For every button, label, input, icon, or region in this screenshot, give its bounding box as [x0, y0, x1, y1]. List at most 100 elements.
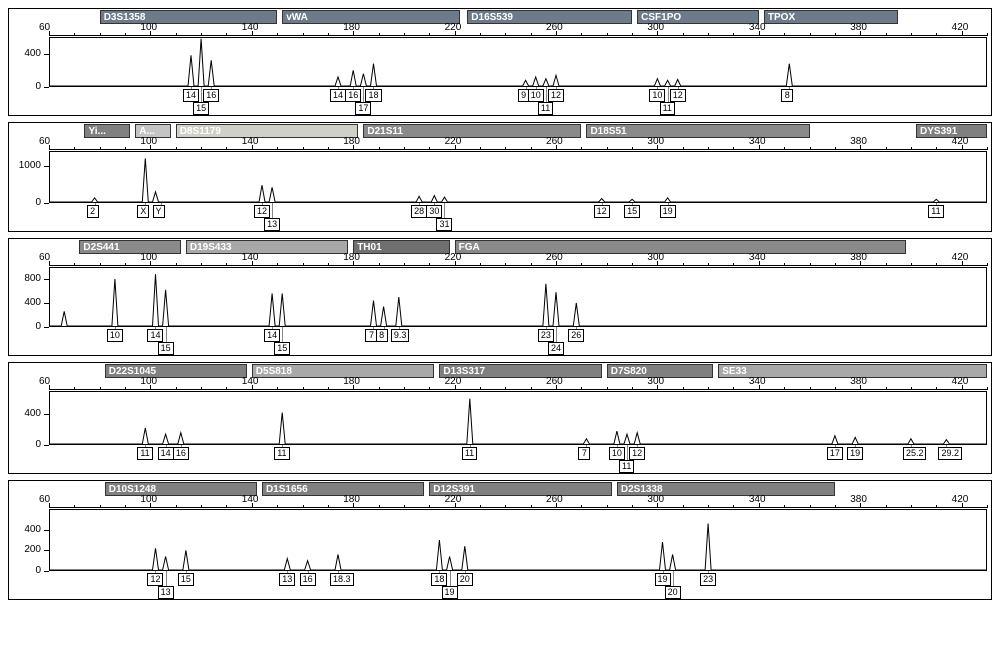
- allele-call: 16: [203, 89, 219, 102]
- allele-call: 11: [538, 102, 553, 115]
- allele-call: 15: [274, 342, 290, 355]
- allele-call: 12: [254, 205, 270, 218]
- x-tick-label: 380: [850, 252, 867, 263]
- x-tick: [784, 263, 785, 266]
- x-tick-label: 260: [546, 22, 563, 33]
- allele-call: 15: [158, 342, 174, 355]
- x-tick: [581, 387, 582, 390]
- x-tick: [505, 33, 506, 36]
- x-tick: [429, 263, 430, 266]
- locus-label: D8S1179: [176, 124, 359, 138]
- allele-call: 7: [578, 447, 590, 460]
- x-tick: [784, 33, 785, 36]
- x-tick-label: 100: [140, 494, 157, 505]
- x-tick: [581, 147, 582, 150]
- peak-trace: [49, 39, 987, 86]
- allele-call: 10: [528, 89, 544, 102]
- y-tick: [44, 571, 49, 572]
- x-tick-label: 220: [445, 376, 462, 387]
- y-tick: [44, 87, 49, 88]
- x-tick-label: 380: [850, 22, 867, 33]
- x-tick: [176, 33, 177, 36]
- x-tick: [379, 505, 380, 508]
- x-tick: [429, 33, 430, 36]
- x-tick: [784, 505, 785, 508]
- x-tick: [581, 33, 582, 36]
- x-tick-label: 420: [952, 494, 969, 505]
- x-axis: [49, 149, 987, 150]
- locus-label: vWA: [282, 10, 459, 24]
- allele-connector: [363, 87, 364, 102]
- x-axis: [49, 389, 987, 390]
- x-tick-label: 100: [140, 136, 157, 147]
- x-tick: [531, 387, 532, 390]
- x-tick: [74, 33, 75, 36]
- x-tick: [429, 387, 430, 390]
- x-tick-label: 380: [850, 494, 867, 505]
- x-tick-label: 300: [647, 22, 664, 33]
- x-tick-label: 420: [952, 136, 969, 147]
- x-tick: [632, 263, 633, 266]
- x-tick: [74, 147, 75, 150]
- x-tick: [277, 387, 278, 390]
- locus-label: D18S51: [586, 124, 809, 138]
- x-tick-label: 60: [39, 136, 50, 147]
- x-tick: [810, 387, 811, 390]
- x-tick: [74, 387, 75, 390]
- x-tick-label: 420: [952, 22, 969, 33]
- allele-call: 19: [655, 573, 671, 586]
- electropherogram-container: D3S1358vWAD16S539CSF1POTPOX6010014018022…: [8, 8, 992, 600]
- allele-call: 16: [300, 573, 316, 586]
- allele-call: 16: [345, 89, 361, 102]
- x-tick: [404, 33, 405, 36]
- y-tick-label: 800: [24, 273, 41, 284]
- locus-label: D13S317: [439, 364, 601, 378]
- x-tick: [277, 263, 278, 266]
- x-tick: [835, 387, 836, 390]
- x-tick: [936, 263, 937, 266]
- allele-connector: [166, 327, 167, 342]
- x-tick: [226, 263, 227, 266]
- x-tick: [708, 33, 709, 36]
- allele-call: 18.3: [330, 573, 354, 586]
- x-tick-label: 420: [952, 252, 969, 263]
- x-tick: [429, 147, 430, 150]
- x-tick: [632, 505, 633, 508]
- allele-connector: [673, 571, 674, 586]
- x-tick: [277, 33, 278, 36]
- y-tick: [44, 203, 49, 204]
- y-tick-label: 400: [24, 297, 41, 308]
- x-tick-label: 140: [242, 136, 259, 147]
- x-tick: [733, 147, 734, 150]
- allele-call: 11: [619, 460, 634, 473]
- x-tick: [936, 147, 937, 150]
- peaks-svg: [49, 37, 987, 87]
- peaks-svg: [49, 391, 987, 445]
- x-tick: [810, 505, 811, 508]
- x-tick: [328, 387, 329, 390]
- allele-call: 11: [660, 102, 675, 115]
- electropherogram-panel-0: D3S1358vWAD16S539CSF1POTPOX6010014018022…: [8, 8, 992, 116]
- allele-call: 19: [660, 205, 676, 218]
- x-tick: [379, 33, 380, 36]
- x-tick: [607, 387, 608, 390]
- x-tick: [125, 505, 126, 508]
- x-tick: [379, 387, 380, 390]
- x-tick: [683, 147, 684, 150]
- x-tick: [936, 387, 937, 390]
- allele-call: 15: [193, 102, 209, 115]
- x-tick-label: 420: [952, 376, 969, 387]
- allele-call: 14: [158, 447, 174, 460]
- x-tick: [404, 147, 405, 150]
- allele-call: 31: [436, 218, 452, 231]
- x-tick: [632, 147, 633, 150]
- x-tick-label: 380: [850, 376, 867, 387]
- x-tick: [303, 505, 304, 508]
- x-tick: [708, 387, 709, 390]
- allele-call: 23: [538, 329, 554, 342]
- y-tick-label: 400: [24, 48, 41, 59]
- x-tick-label: 60: [39, 494, 50, 505]
- allele-call: 19: [442, 586, 458, 599]
- x-tick-label: 300: [647, 376, 664, 387]
- allele-call: 12: [670, 89, 686, 102]
